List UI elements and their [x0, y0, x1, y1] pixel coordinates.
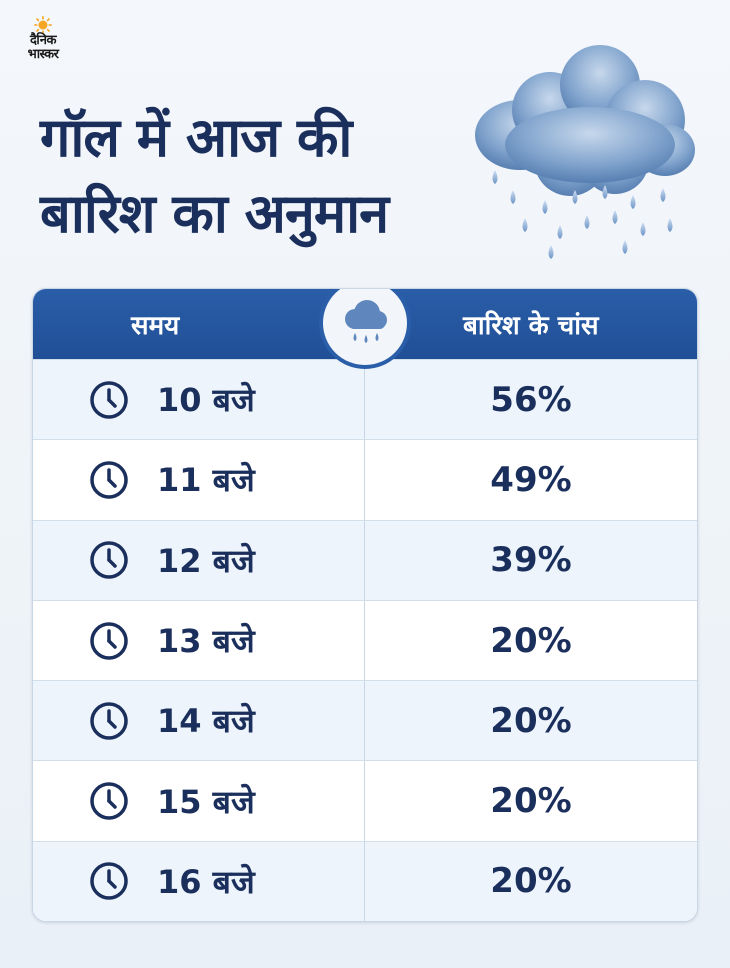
page-title: गॉल में आज की बारिश का अनुमान — [40, 100, 510, 252]
clock-icon — [90, 621, 128, 660]
table-row: 14 बजे 20% — [33, 680, 697, 761]
time-label: 11 बजे — [157, 461, 255, 500]
brand-line-2: भास्कर — [27, 47, 59, 62]
table-header: समय बारिश के चांस — [33, 289, 697, 369]
table-row: 11 बजे 49% — [33, 439, 697, 520]
clock-icon — [90, 461, 128, 499]
time-cell: 14 बजे — [33, 681, 365, 761]
time-cell: 16 बजे — [33, 841, 365, 921]
rain-chance-value: 20% — [490, 700, 572, 741]
table-row: 15 बजे 20% — [33, 760, 697, 841]
brand-logo: दैनिक भास्कर — [12, 12, 74, 74]
rain-chance-value: 49% — [490, 459, 572, 500]
rain-chance-value: 20% — [490, 861, 572, 902]
header-time: समय — [131, 311, 180, 341]
clock-icon — [90, 862, 128, 901]
time-cell: 11 बजे — [33, 440, 365, 520]
time-cell: 13 बजे — [33, 600, 365, 681]
rain-chance-value: 56% — [490, 379, 572, 420]
table-row: 13 बजे 20% — [33, 599, 697, 681]
table-row: 12 बजे 39% — [33, 519, 697, 600]
clock-icon — [90, 702, 128, 740]
time-label: 12 बजे — [157, 541, 255, 580]
table-row: 10 बजे 56% — [33, 359, 697, 440]
title-line-2: बारिश का अनुमान — [40, 182, 389, 245]
clock-icon — [90, 380, 128, 419]
rain-forecast-table: समय बारिश के चांस 10 बजे 56% 11 बजे 49% 12 ब… — [32, 288, 698, 922]
time-label: 16 बजे — [157, 862, 255, 901]
time-label: 13 बजे — [157, 622, 255, 661]
table-body: 10 बजे 56% 11 बजे 49% 12 बजे 39% 13 बजे 20% 14 ब… — [33, 359, 697, 921]
rain-cloud-illustration — [475, 45, 695, 259]
time-label: 14 बजे — [157, 702, 255, 741]
clock-icon — [90, 541, 128, 579]
rain-cloud-icon — [345, 300, 387, 343]
brand-line-1: दैनिक — [30, 33, 56, 48]
time-cell: 10 बजे — [33, 360, 365, 440]
rain-chance-value: 20% — [490, 781, 572, 822]
time-label: 15 बजे — [157, 782, 255, 821]
table-row: 16 बजे 20% — [33, 840, 697, 921]
sun-icon — [34, 16, 52, 34]
rain-chance-value: 20% — [490, 620, 572, 661]
clock-icon — [90, 782, 128, 820]
time-cell: 15 बजे — [33, 761, 365, 841]
title-line-1: गॉल में आज की — [40, 106, 352, 169]
rain-chance-value: 39% — [490, 540, 572, 581]
time-label: 10 बजे — [157, 381, 255, 420]
rain-badge — [319, 289, 411, 369]
header-chance: बारिश के चांस — [463, 311, 599, 341]
time-cell: 12 बजे — [33, 520, 365, 600]
